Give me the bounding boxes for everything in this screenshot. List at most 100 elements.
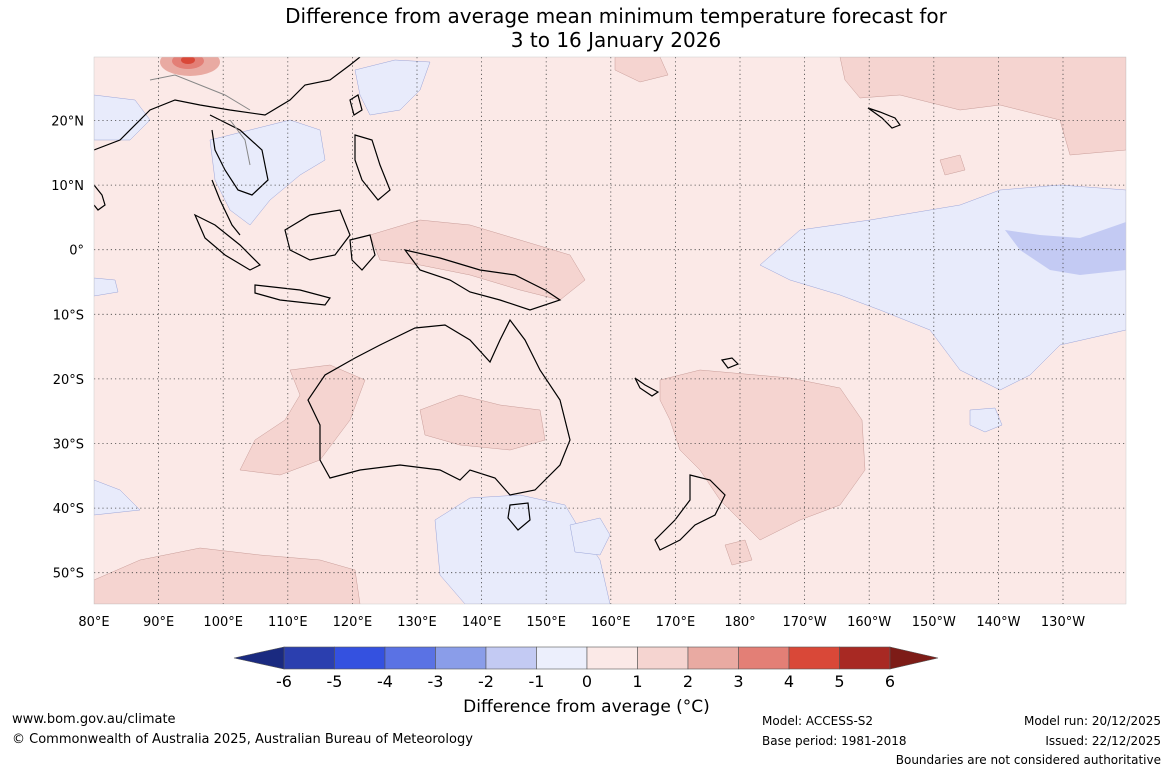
- sri-lanka-coast: [94, 184, 106, 211]
- latitude-label: 20°S: [53, 373, 84, 388]
- longitude-label: 130°E: [397, 615, 437, 630]
- longitude-label: 140°E: [462, 615, 502, 630]
- longitude-label: 150°W: [912, 615, 956, 630]
- warm-anomaly-north-west: [614, 57, 669, 83]
- warm-anomaly-southern-ocean: [94, 547, 361, 604]
- latitude-label: 30°S: [53, 438, 84, 453]
- cool-anomaly-north-east: [354, 59, 431, 116]
- hawaii-coast: [867, 107, 901, 129]
- colorbar: -6 -5 -4 -3 -2 -1 0 1 2 3 4 5 6: [233, 646, 939, 691]
- hot-spot-north: [160, 57, 220, 76]
- cool-anomaly-west: [94, 94, 151, 141]
- colorbar-swatch: [485, 646, 537, 670]
- longitude-label: 170°E: [656, 615, 696, 630]
- sulawesi-coast: [349, 234, 376, 271]
- anomaly-field: [94, 57, 1126, 604]
- longitude-label: 80°E: [78, 615, 109, 630]
- coastlines: [94, 57, 901, 551]
- warm-anomaly-central-australia: [419, 394, 546, 451]
- cool-anomaly-core: [1005, 222, 1126, 275]
- footer-model: Model: ACCESS-S2: [762, 714, 874, 728]
- longitude-label: 120°E: [333, 615, 373, 630]
- longitude-label: 100°E: [203, 615, 243, 630]
- footer-copyright: © Commonwealth of Australia 2025, Austra…: [12, 732, 473, 747]
- title-line-1: Difference from average mean minimum tem…: [285, 4, 947, 28]
- warm-anomaly-north-pacific: [839, 57, 1126, 156]
- philippines-coast: [354, 134, 391, 201]
- colorbar-swatch: [738, 646, 790, 670]
- land-borders: [149, 74, 251, 166]
- new-zealand-coast: [654, 474, 726, 551]
- footer-base-period: Base period: 1981-2018: [762, 734, 907, 748]
- warm-anomaly-tasman: [724, 539, 753, 566]
- footer-website: www.bom.gov.au/climate: [12, 712, 176, 727]
- colorbar-tick-label: 0: [582, 672, 592, 691]
- colorbar-tick-label: 6: [885, 672, 895, 691]
- colorbar-swatch: [687, 646, 739, 670]
- colorbar-label: Difference from average (°C): [463, 697, 710, 717]
- fiji-coast: [720, 357, 740, 369]
- cool-anomaly-west-south: [94, 479, 141, 516]
- colorbar-swatch: [637, 646, 689, 670]
- colorbar-tick-label: -5: [327, 672, 343, 691]
- malay-peninsula-coast: [211, 179, 241, 236]
- cool-anomaly-small-tasman: [569, 517, 611, 556]
- new-caledonia-coast: [634, 377, 660, 397]
- colorbar-tick-label: 1: [632, 672, 642, 691]
- colorbar-swatch: [586, 646, 638, 670]
- colorbar-extend-high: [889, 646, 939, 670]
- australia-coast: [307, 318, 571, 496]
- colorbar-tick-label: -4: [377, 672, 393, 691]
- colorbar-tick-label: -3: [428, 672, 444, 691]
- colorbar-swatch: [788, 646, 840, 670]
- longitude-label: 160°E: [591, 615, 631, 630]
- warm-anomaly-new-guinea: [369, 219, 586, 301]
- longitude-label: 130°W: [1041, 615, 1085, 630]
- longitude-label: 150°E: [526, 615, 566, 630]
- warm-anomaly-western-australia: [239, 364, 366, 476]
- colorbar-tick-label: -2: [478, 672, 494, 691]
- cool-anomaly-south-china-sea: [209, 119, 326, 226]
- colorbar-swatch: [334, 646, 386, 670]
- latitude-label: 10°S: [53, 308, 84, 323]
- colorbar-tick-label: -1: [529, 672, 545, 691]
- colorbar-tick-label: 4: [784, 672, 794, 691]
- colorbar-swatch: [839, 646, 891, 670]
- latitude-label: 50°S: [53, 567, 84, 582]
- asia-coast: [94, 57, 361, 151]
- map-title: Difference from average mean minimum tem…: [0, 4, 1173, 52]
- longitude-label: 140°W: [976, 615, 1020, 630]
- indochina-coast: [209, 114, 269, 196]
- forecast-map: 80°E 90°E 100°E 110°E 120°E 130°E 140°E 150°E 16…: [51, 56, 1127, 630]
- new-guinea-coast: [403, 249, 562, 311]
- longitude-label: 160°W: [847, 615, 891, 630]
- colorbar-tick-label: 3: [733, 672, 743, 691]
- latitude-label: 0°: [69, 244, 84, 259]
- latitude-label: 10°N: [51, 179, 84, 194]
- java-coast: [254, 284, 331, 306]
- colorbar-swatch: [435, 646, 487, 670]
- cool-anomaly-west-mid: [94, 277, 119, 297]
- sumatra-coast: [193, 213, 262, 271]
- colorbar-tick-label: -6: [276, 672, 292, 691]
- colorbar-swatch: [283, 646, 335, 670]
- longitude-label: 90°E: [143, 615, 174, 630]
- colorbar-swatches: [233, 646, 939, 670]
- longitude-labels: 80°E 90°E 100°E 110°E 120°E 130°E 140°E 150°E 16…: [78, 615, 1085, 630]
- borneo-coast: [284, 209, 351, 261]
- map-frame: [93, 56, 1127, 605]
- gridlines: [94, 57, 1126, 604]
- taiwan-coast: [349, 94, 363, 116]
- longitude-label: 180°: [724, 615, 755, 630]
- latitude-label: 20°N: [51, 115, 84, 130]
- colorbar-swatch: [536, 646, 588, 670]
- colorbar-tick-label: 2: [683, 672, 693, 691]
- colorbar-swatch: [384, 646, 436, 670]
- longitude-label: 110°E: [268, 615, 308, 630]
- footer-model-run: Model run: 20/12/2025: [1023, 714, 1161, 728]
- footer-issued: Issued: 22/12/2025: [1045, 734, 1161, 748]
- footer-disclaimer: Boundaries are not considered authoritat…: [895, 753, 1161, 767]
- longitude-label: 170°W: [783, 615, 827, 630]
- latitude-label: 40°S: [53, 502, 84, 517]
- title-line-2: 3 to 16 January 2026: [510, 28, 722, 52]
